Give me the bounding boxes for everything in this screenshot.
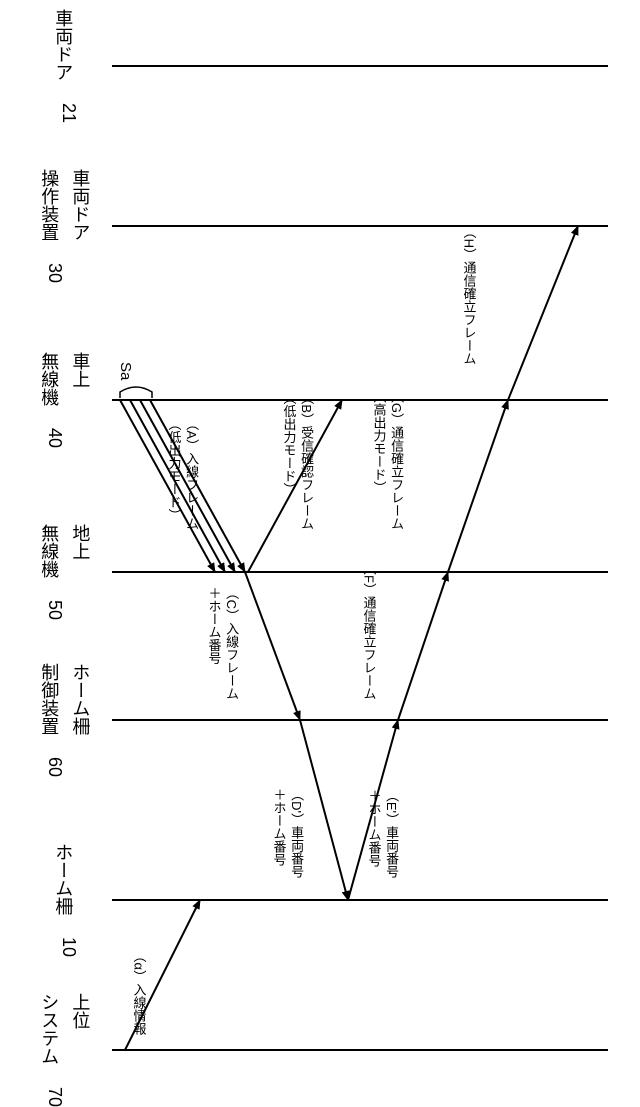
arrow-H bbox=[508, 226, 578, 400]
msg-label-A4: （A）入線フレーム（低出力モード） bbox=[165, 417, 200, 530]
arrow-Dp bbox=[300, 720, 348, 900]
msg-label-C: （C）入線フレーム＋ホーム番号 bbox=[205, 587, 240, 700]
msg-label-F: （F）通信確立フレーム bbox=[360, 562, 378, 700]
msg-label-Ep: （E'）車両番号＋ホーム番号 bbox=[365, 789, 400, 878]
sequence-diagram: 上位 システム 70 ホーム柵 10 ホーム柵 制御装置 60 地上 無線機 5… bbox=[0, 0, 640, 1107]
arrow-F bbox=[398, 572, 448, 720]
arrow-C bbox=[245, 572, 300, 720]
msg-label-B: （B）受信確認フレーム（低出力モード） bbox=[280, 391, 315, 530]
sa-bracket bbox=[120, 387, 152, 398]
diagram-svg bbox=[0, 0, 640, 1107]
msg-label-alpha: （α）入線情報 bbox=[130, 949, 148, 1035]
arrow-G bbox=[448, 400, 508, 572]
msg-label-Dp: （D'）車両番号＋ホーム番号 bbox=[270, 788, 305, 878]
msg-label-G: （G）通信確立フレーム（高出力モード） bbox=[370, 390, 405, 530]
msg-label-H: （H）通信確立フレーム bbox=[460, 226, 478, 365]
